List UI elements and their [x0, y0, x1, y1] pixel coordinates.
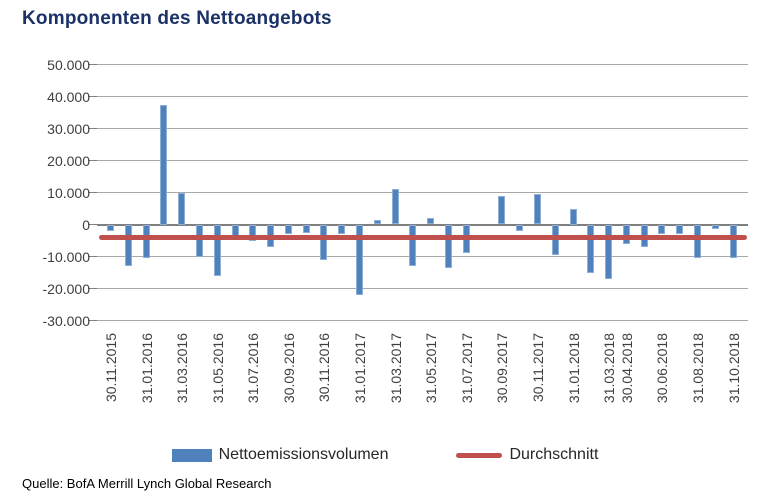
y-axis-tick — [88, 256, 97, 257]
chart-title: Komponenten des Nettoangebots — [22, 8, 332, 29]
y-axis-label: 40.000 — [47, 88, 90, 105]
y-axis-label: 20.000 — [47, 152, 90, 169]
bar — [195, 224, 203, 257]
source-note: Quelle: BofA Merrill Lynch Global Resear… — [22, 476, 272, 491]
y-axis-label: -20.000 — [42, 280, 90, 297]
y-axis-label: 0 — [82, 216, 90, 233]
average-line — [99, 234, 747, 240]
bar — [498, 195, 506, 225]
x-axis-label: 31.03.2016 — [174, 333, 191, 404]
bar — [605, 224, 613, 279]
bar — [373, 219, 381, 225]
bar — [622, 224, 630, 244]
bar — [533, 194, 541, 225]
bar — [569, 208, 577, 225]
gridline — [97, 320, 748, 321]
bar — [213, 224, 221, 276]
x-axis-label: 30.11.2016 — [316, 333, 333, 403]
x-axis-label: 31.10.2018 — [725, 333, 742, 404]
bar — [516, 224, 524, 231]
bar — [302, 224, 310, 233]
y-axis-label: 30.000 — [47, 120, 90, 137]
legend: Nettoemissionsvolumen Durchschnitt — [0, 442, 770, 468]
x-axis-label: 31.01.2016 — [138, 333, 155, 404]
y-axis-tick — [88, 96, 97, 97]
bar — [142, 224, 150, 259]
y-axis-tick — [88, 128, 97, 129]
bar — [427, 218, 435, 225]
y-axis-tick — [88, 160, 97, 161]
gridline — [97, 96, 748, 97]
bar — [729, 224, 737, 259]
gridline — [97, 160, 748, 161]
legend-bar-swatch — [171, 448, 212, 462]
y-axis-tick — [88, 320, 97, 321]
legend-item-bars: Nettoemissionsvolumen — [171, 446, 389, 464]
x-axis-label: 31.05.2016 — [209, 333, 226, 404]
y-axis-tick — [88, 224, 97, 225]
bar — [676, 224, 684, 235]
x-axis-label: 31.01.2017 — [352, 333, 369, 404]
legend-bar-label: Nettoemissionsvolumen — [218, 446, 389, 463]
x-axis-label: 31.07.2016 — [245, 333, 262, 404]
x-axis-label: 30.09.2017 — [494, 333, 511, 404]
bar — [249, 224, 257, 241]
gridline — [97, 128, 748, 129]
bar — [356, 224, 364, 295]
y-axis-tick — [88, 192, 97, 193]
x-axis-label: 31.05.2017 — [423, 333, 440, 404]
x-axis-label: 31.03.2017 — [387, 333, 404, 404]
y-axis-label: 50.000 — [47, 56, 90, 73]
y-axis-label: -10.000 — [42, 248, 90, 265]
legend-item-line: Durchschnitt — [456, 446, 598, 464]
gridline — [97, 64, 748, 65]
bar — [445, 224, 452, 268]
x-axis-label: 30.09.2016 — [280, 333, 297, 404]
x-axis-label: 30.11.2017 — [529, 333, 546, 403]
gridline — [97, 256, 748, 257]
bar — [124, 224, 132, 267]
y-axis-label: -30.000 — [42, 312, 90, 329]
bar — [178, 192, 186, 225]
legend-line-swatch — [456, 452, 503, 458]
bar — [391, 189, 399, 225]
bar — [284, 224, 292, 235]
gridline — [97, 192, 748, 193]
bar — [694, 224, 702, 259]
x-axis-label: 31.07.2017 — [458, 333, 475, 404]
x-axis-label: 31.01.2018 — [565, 333, 582, 404]
bar — [658, 224, 666, 235]
bar — [160, 104, 168, 225]
zero-axis-line — [97, 223, 748, 226]
bar — [338, 224, 346, 235]
y-axis-tick — [88, 288, 97, 289]
gridline — [97, 288, 748, 289]
bar — [409, 224, 417, 267]
x-axis-label: 31.08.2018 — [690, 333, 707, 404]
x-axis-label: 30.04.2018 — [618, 333, 635, 404]
x-axis-label: 30.11.2015 — [103, 333, 119, 403]
x-axis-label: 31.03.2018 — [601, 333, 618, 404]
bar — [711, 224, 719, 230]
bar — [107, 224, 114, 231]
legend-line-label: Durchschnitt — [509, 446, 599, 463]
y-axis-tick — [88, 64, 97, 65]
bar — [587, 224, 595, 273]
x-axis-label: 30.06.2018 — [654, 333, 671, 404]
y-axis-label: 10.000 — [47, 184, 90, 201]
bar — [320, 224, 328, 260]
